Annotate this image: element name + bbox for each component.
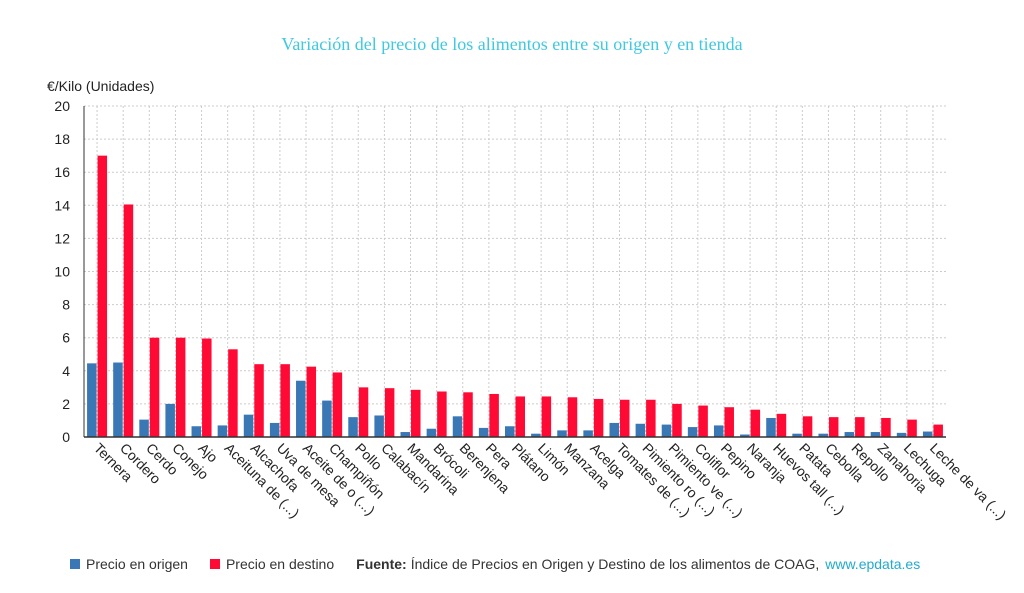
bar-destino bbox=[437, 391, 447, 437]
bar-destino bbox=[515, 396, 525, 437]
bar-origen bbox=[400, 432, 411, 437]
legend-item-destino[interactable]: Precio en destino bbox=[209, 556, 335, 572]
bar-destino bbox=[254, 364, 264, 437]
bar-destino bbox=[97, 155, 108, 437]
bar-destino bbox=[567, 397, 578, 437]
y-tick-label: 12 bbox=[54, 230, 70, 246]
bar-origen bbox=[818, 433, 828, 437]
y-axis-label: €/Kilo (Unidades) bbox=[47, 78, 154, 94]
source-label: Fuente: bbox=[356, 556, 407, 572]
bar-origen bbox=[531, 433, 541, 437]
bar-destino bbox=[489, 393, 499, 437]
bar-origen bbox=[191, 426, 202, 437]
y-tick-label: 4 bbox=[62, 363, 70, 379]
legend-swatch-destino bbox=[209, 559, 220, 569]
bar-origen bbox=[766, 417, 776, 437]
bar-origen bbox=[922, 431, 933, 437]
bar-origen bbox=[792, 433, 802, 437]
bar-destino bbox=[619, 399, 630, 437]
bar-origen bbox=[243, 414, 254, 437]
legend-item-origen[interactable]: Precio en origen bbox=[70, 556, 188, 572]
bar-destino bbox=[175, 337, 186, 437]
bar-destino bbox=[881, 417, 891, 437]
bar-destino bbox=[907, 419, 917, 437]
bar-origen bbox=[844, 432, 855, 437]
chart-title: Variación del precio de los alimentos en… bbox=[281, 34, 743, 54]
bar-destino bbox=[306, 366, 317, 437]
bar-origen bbox=[139, 419, 149, 437]
bar-origen bbox=[217, 425, 228, 437]
bar-destino bbox=[123, 204, 134, 437]
bar-origen bbox=[740, 434, 750, 437]
bar-destino bbox=[776, 413, 787, 437]
y-tick-label: 8 bbox=[62, 297, 70, 313]
bar-origen bbox=[635, 423, 646, 437]
bar-origen bbox=[87, 363, 97, 437]
y-tick-label: 6 bbox=[62, 330, 70, 346]
bar-origen bbox=[713, 425, 724, 437]
bar-destino bbox=[933, 424, 943, 437]
bar-destino bbox=[855, 417, 865, 437]
bar-origen bbox=[374, 415, 384, 437]
bar-chart: €/Kilo (Unidades)02468101214161820Terner… bbox=[47, 78, 1010, 523]
bar-destino bbox=[463, 392, 473, 437]
bar-destino bbox=[593, 398, 604, 437]
bar-destino bbox=[698, 405, 708, 437]
legend-swatch-origen bbox=[70, 559, 80, 569]
bar-origen bbox=[583, 430, 593, 437]
bar-destino bbox=[384, 388, 395, 437]
chart-footer: Precio en origen Precio en destino Fuent… bbox=[70, 556, 920, 572]
bar-origen bbox=[557, 430, 567, 437]
bar-origen bbox=[348, 417, 358, 437]
bar-origen bbox=[452, 416, 463, 437]
bar-destino bbox=[646, 399, 656, 437]
y-tick-label: 20 bbox=[54, 98, 70, 114]
y-tick-label: 0 bbox=[62, 429, 70, 445]
bar-destino bbox=[358, 387, 369, 437]
bar-destino bbox=[828, 417, 839, 437]
bar-origen bbox=[609, 422, 619, 437]
y-tick-label: 18 bbox=[54, 131, 70, 147]
bar-destino bbox=[724, 407, 734, 437]
legend-label-destino: Precio en destino bbox=[225, 556, 335, 572]
bar-origen bbox=[505, 426, 515, 437]
bar-origen bbox=[478, 427, 489, 437]
bar-origen bbox=[870, 432, 881, 437]
bar-destino bbox=[541, 396, 552, 437]
source-text: Índice de Precios en Origen y Destino de… bbox=[410, 556, 820, 572]
bar-destino bbox=[411, 389, 421, 437]
bar-destino bbox=[750, 409, 761, 437]
bar-destino bbox=[280, 364, 290, 437]
bar-origen bbox=[687, 427, 698, 437]
bar-destino bbox=[149, 337, 160, 437]
bar-destino bbox=[802, 416, 813, 437]
bar-origen bbox=[426, 428, 437, 437]
y-tick-label: 10 bbox=[54, 264, 70, 280]
legend-label-origen: Precio en origen bbox=[86, 556, 188, 572]
bar-destino bbox=[332, 372, 343, 437]
y-tick-label: 2 bbox=[62, 396, 70, 412]
bar-destino bbox=[672, 403, 682, 437]
source-link[interactable]: www.epdata.es bbox=[825, 556, 921, 572]
bar-origen bbox=[165, 403, 175, 437]
y-tick-label: 16 bbox=[54, 164, 70, 180]
bar-origen bbox=[661, 424, 672, 437]
bar-origen bbox=[296, 380, 306, 437]
y-tick-label: 14 bbox=[54, 197, 70, 213]
bar-origen bbox=[269, 422, 280, 437]
bar-destino bbox=[202, 338, 212, 437]
bar-origen bbox=[113, 362, 123, 437]
bar-origen bbox=[322, 400, 332, 437]
bar-origen bbox=[896, 432, 907, 437]
bar-destino bbox=[228, 349, 238, 437]
